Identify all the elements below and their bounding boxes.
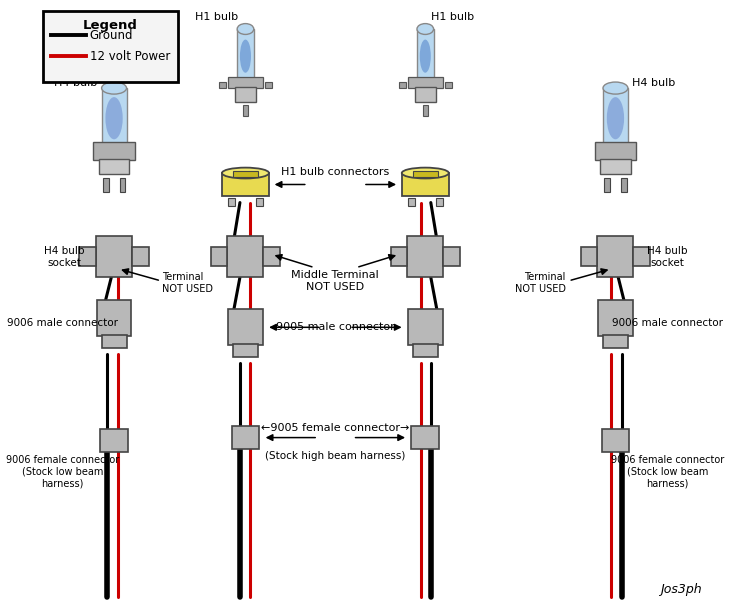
Bar [228,198,235,206]
Text: Middle Terminal
NOT USED: Middle Terminal NOT USED [292,270,379,292]
Bar [79,247,96,266]
Bar [602,429,629,452]
Text: H1 bulb connectors: H1 bulb connectors [282,167,390,177]
Text: Legend: Legend [83,19,137,33]
Ellipse shape [101,82,126,94]
Bar [407,236,443,277]
Bar [96,236,132,277]
Bar [603,335,628,348]
Bar [391,247,407,266]
Bar [423,105,428,116]
Bar [235,87,256,102]
Bar [243,105,248,116]
Text: 9006 female connector
(Stock low beam
harness): 9006 female connector (Stock low beam ha… [611,455,724,488]
Text: Ground: Ground [90,28,133,42]
Bar [103,178,109,191]
Bar [132,247,148,266]
Bar [228,309,262,345]
Bar [222,173,269,196]
Bar [408,198,415,206]
Bar [634,247,650,266]
Text: 9006 male connector: 9006 male connector [7,318,118,328]
Bar [581,247,598,266]
Bar [211,247,227,266]
Bar [265,82,272,88]
Bar [232,426,259,449]
Ellipse shape [240,40,251,72]
Bar [621,178,626,191]
Bar [408,309,442,345]
Bar [233,344,258,357]
Text: H4 bulb
socket: H4 bulb socket [647,246,687,268]
Bar [237,29,254,80]
Bar [399,82,406,88]
Bar [408,77,442,88]
Bar [219,82,226,88]
Bar [600,159,631,174]
Ellipse shape [222,168,269,178]
Text: H4 bulb: H4 bulb [54,78,98,88]
Bar [445,82,451,88]
Bar [413,344,438,357]
Bar [101,335,126,348]
Text: 9006 female connector
(Stock low beam
harness): 9006 female connector (Stock low beam ha… [6,455,119,488]
Bar [604,178,610,191]
Bar [98,159,129,174]
Ellipse shape [607,97,624,140]
Bar [97,300,132,336]
Text: Terminal
NOT USED: Terminal NOT USED [162,272,213,294]
Text: Terminal
NOT USED: Terminal NOT USED [514,272,566,294]
Text: ←9005 female connector→: ←9005 female connector→ [261,423,409,433]
Text: H1 bulb: H1 bulb [195,12,238,22]
Ellipse shape [105,97,123,140]
Ellipse shape [237,24,254,34]
Text: H4 bulb
socket: H4 bulb socket [44,246,85,268]
Ellipse shape [417,24,434,34]
Bar [233,171,258,176]
Ellipse shape [603,82,628,94]
Bar [413,171,438,176]
Bar [43,11,178,82]
Bar [595,143,637,161]
Text: 9005 male connector: 9005 male connector [276,323,395,332]
Bar [120,178,125,191]
Bar [228,77,262,88]
Bar [436,198,442,206]
Bar [101,88,126,146]
Bar [256,198,262,206]
Bar [443,247,460,266]
Text: Jos3ph: Jos3ph [660,583,702,596]
Text: H1 bulb: H1 bulb [431,12,475,22]
Bar [417,29,434,80]
Bar [603,88,628,146]
Text: 12 volt Power: 12 volt Power [90,50,171,63]
Bar [227,236,263,277]
Bar [263,247,280,266]
Text: 9006 male connector: 9006 male connector [612,318,723,328]
Ellipse shape [420,40,431,72]
Bar [598,236,634,277]
Ellipse shape [402,168,449,178]
Text: (Stock high beam harness): (Stock high beam harness) [265,451,406,461]
Bar [93,143,135,161]
Bar [100,429,128,452]
Bar [402,173,449,196]
Bar [412,426,439,449]
Text: H4 bulb: H4 bulb [632,78,675,88]
Bar [598,300,633,336]
Bar [415,87,436,102]
